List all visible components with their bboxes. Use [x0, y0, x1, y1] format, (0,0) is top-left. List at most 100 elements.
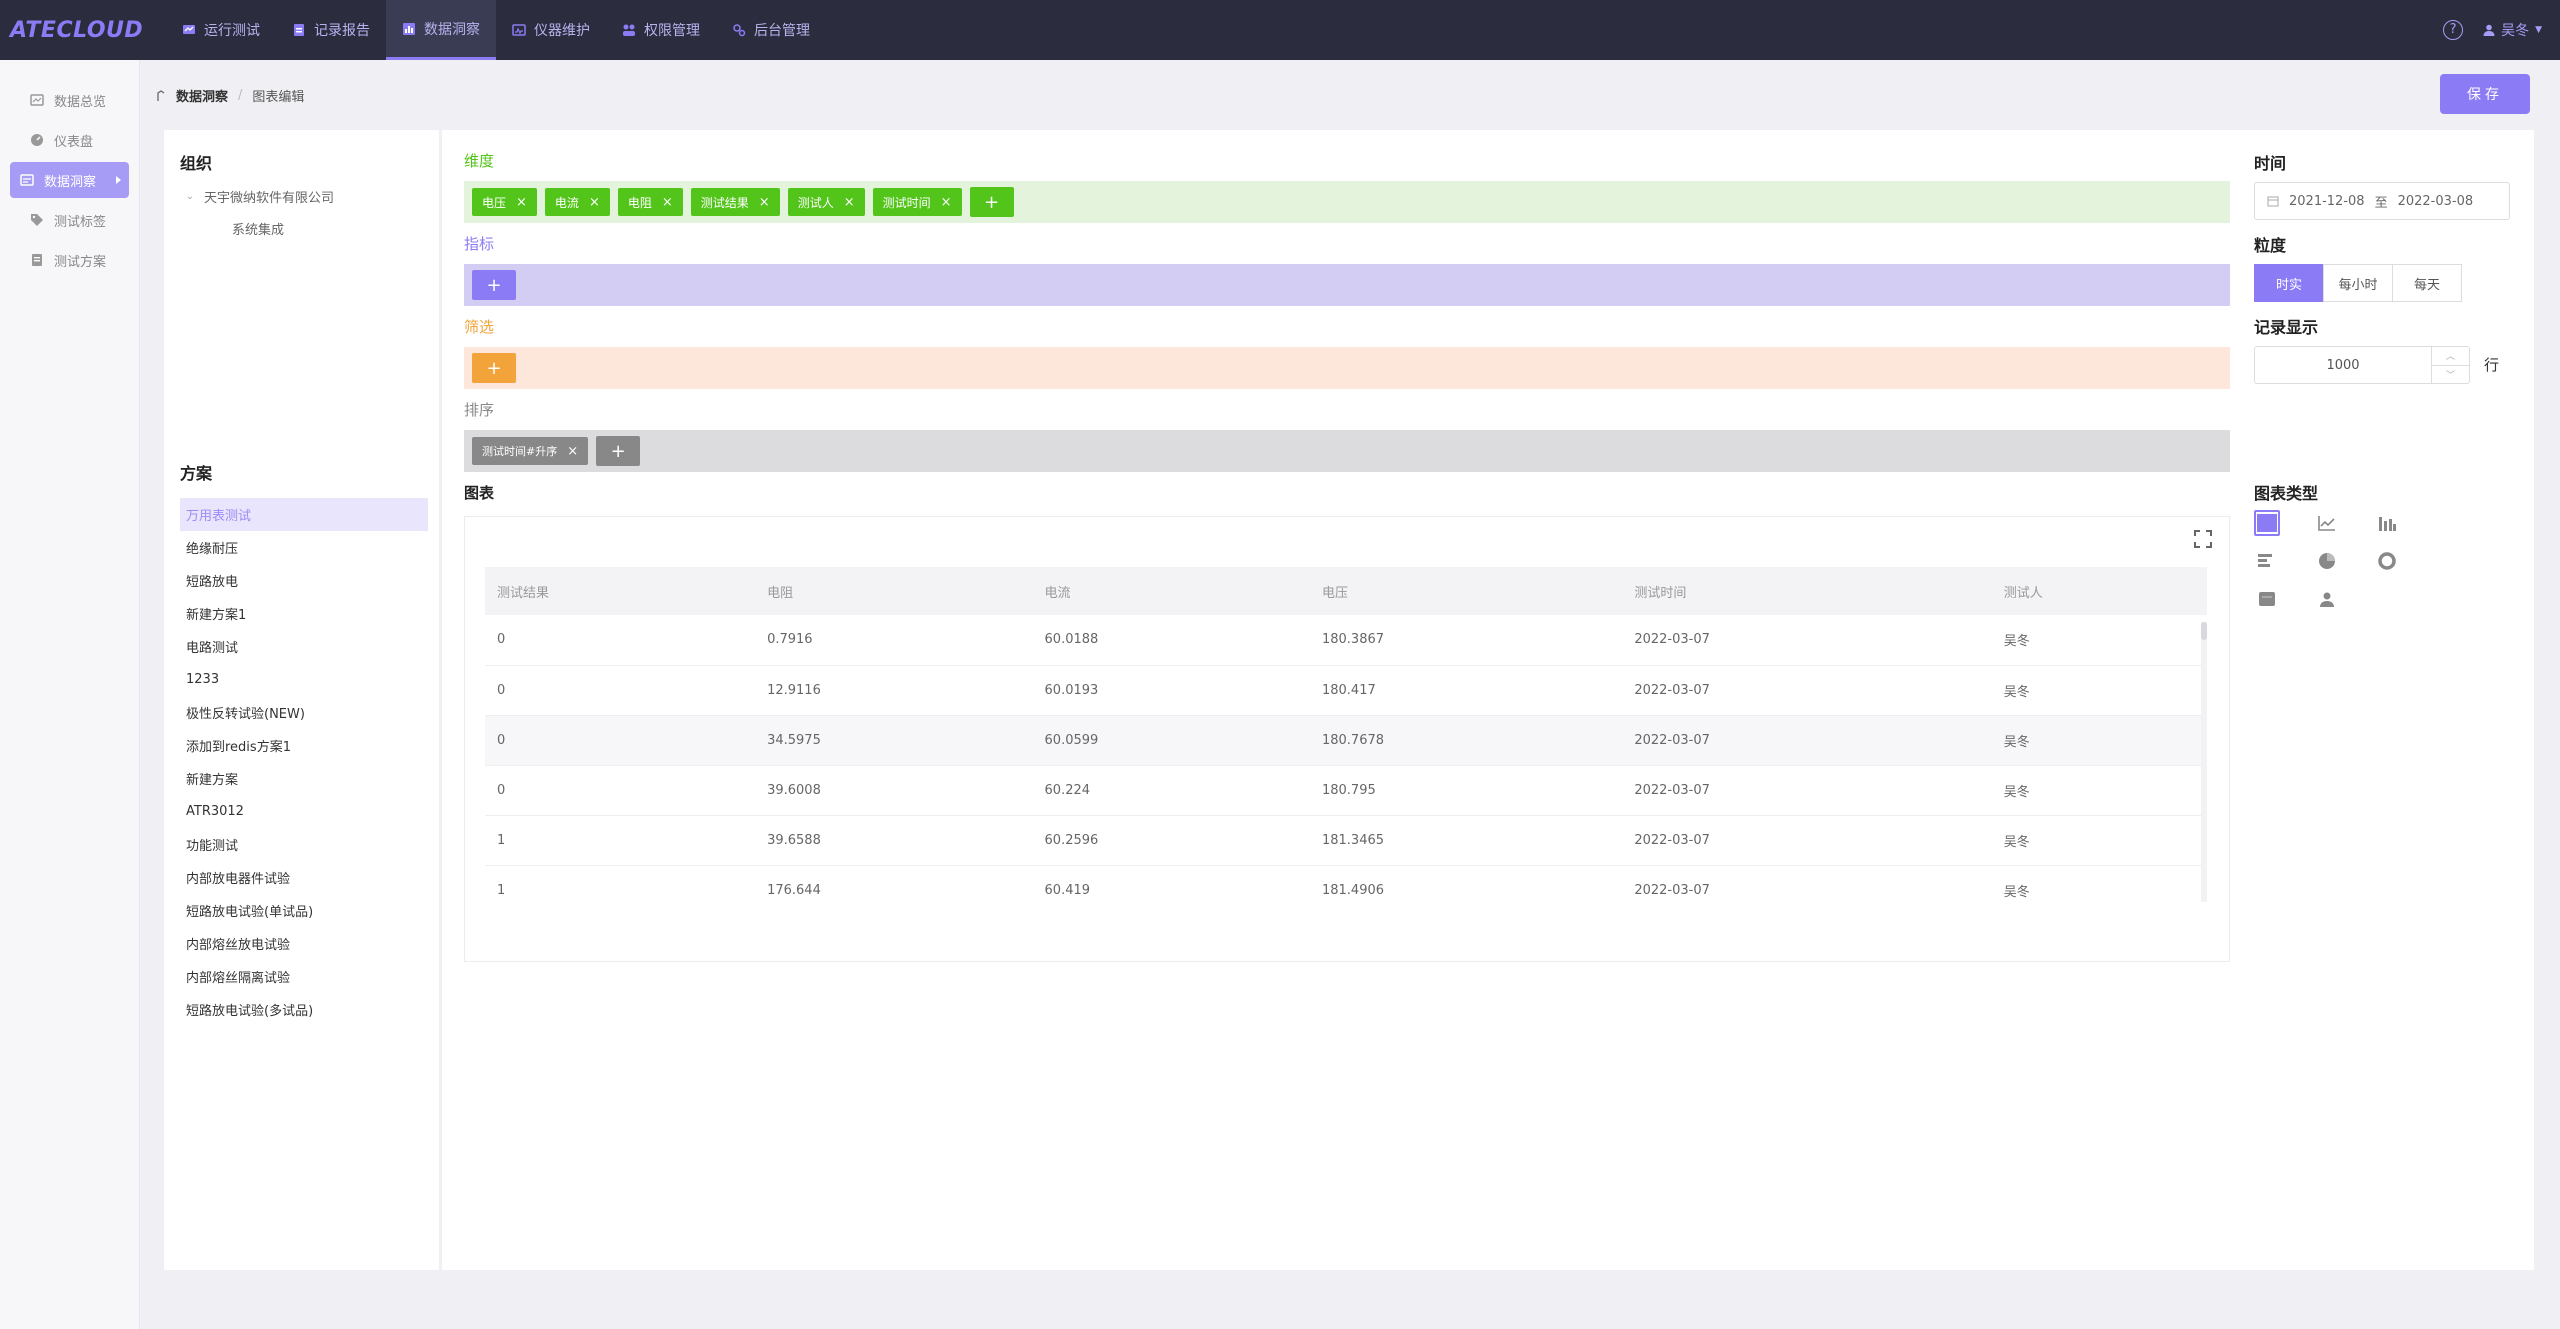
- app-logo[interactable]: ATECLOUD: [10, 17, 144, 43]
- donut-chart-icon[interactable]: [2374, 548, 2400, 574]
- granularity-option[interactable]: 每天: [2392, 264, 2462, 302]
- dimension-chip[interactable]: 测试时间 ×: [872, 188, 962, 216]
- table-row: 0 34.5975 60.0599 180.7678 2022-03-07 吴冬: [485, 715, 2207, 766]
- list-item[interactable]: 短路放电: [186, 575, 239, 590]
- add-sort-button[interactable]: +: [596, 436, 641, 466]
- column-header[interactable]: 电阻: [755, 567, 1033, 615]
- dimension-chip[interactable]: 电流 ×: [544, 188, 610, 216]
- tag-icon: [31, 214, 43, 226]
- table-cell: 1: [485, 865, 756, 911]
- list-item[interactable]: 新建方案: [186, 773, 239, 788]
- add-dimension-button[interactable]: +: [969, 187, 1014, 217]
- dimension-chip[interactable]: 测试结果 ×: [690, 188, 780, 216]
- dimension-chip[interactable]: 电压 ×: [472, 188, 537, 216]
- person-chart-icon[interactable]: [2314, 586, 2340, 612]
- table-cell: 2022-03-07: [1622, 765, 1992, 816]
- date-range-picker[interactable]: 2021-12-08 至 2022-03-08: [2254, 182, 2510, 220]
- column-header[interactable]: 测试人: [1991, 567, 2207, 615]
- table-cell: 2022-03-07: [1622, 865, 1992, 911]
- pie-chart-icon[interactable]: [2314, 548, 2340, 574]
- list-item[interactable]: 极性反转试验(NEW): [186, 707, 305, 722]
- granularity-option[interactable]: 每小时: [2323, 264, 2393, 302]
- card-chart-icon[interactable]: [2254, 586, 2280, 612]
- table-cell: 39.6588: [755, 815, 1033, 866]
- chevron-down-icon[interactable]: ﹀: [2445, 370, 2455, 381]
- list-item[interactable]: 短路放电试验(单试品): [186, 905, 314, 920]
- list-item[interactable]: 万用表测试: [180, 498, 428, 531]
- close-icon[interactable]: ×: [758, 194, 770, 210]
- user-menu[interactable]: 吴冬 ▼: [2483, 20, 2542, 40]
- nav-item-permission[interactable]: 权限管理: [606, 0, 716, 60]
- granularity-option[interactable]: 时实: [2254, 264, 2324, 302]
- chip-label: 电流: [554, 195, 579, 210]
- close-icon[interactable]: ×: [567, 443, 579, 459]
- help-icon[interactable]: ?: [2443, 20, 2464, 40]
- chevron-up-icon[interactable]: ︿: [2432, 347, 2469, 366]
- table-cell: 0: [485, 615, 756, 666]
- table-chart-icon[interactable]: [2254, 510, 2280, 536]
- table-scrollbar[interactable]: [2201, 622, 2207, 902]
- dimension-chip[interactable]: 测试人 ×: [787, 188, 865, 216]
- plan-list: 万用表测试 绝缘耐压 短路放电 新建方案1 电路测试 1233 极性反转试验(N…: [180, 498, 428, 1026]
- sidebar-item-dashboard[interactable]: 仪表盘: [10, 122, 129, 158]
- scrollbar-thumb[interactable]: [2201, 622, 2207, 640]
- list-item[interactable]: 短路放电试验(多试品): [186, 1004, 314, 1019]
- metric-label: 指标: [464, 235, 495, 253]
- list-item[interactable]: 1233: [186, 672, 220, 687]
- column-header[interactable]: 电流: [1032, 567, 1310, 615]
- center-editor: 维度 电压 × 电流 × 电阻 × 测试结果 × 测试人 × 测试时间 × + 指标 + 筛…: [464, 130, 2230, 1270]
- list-item[interactable]: 内部熔丝放电试验: [186, 938, 291, 953]
- sort-chip[interactable]: 测试时间#升序 ×: [472, 437, 589, 465]
- column-header[interactable]: 电压: [1309, 567, 1623, 615]
- list-item[interactable]: 添加到redis方案1: [186, 740, 291, 755]
- caret-down-icon[interactable]: ⌄: [185, 190, 195, 202]
- tree-node-child[interactable]: 系统集成: [180, 212, 334, 244]
- sidebar-item-overview[interactable]: 数据总览: [10, 82, 129, 118]
- save-button[interactable]: 保存: [2440, 74, 2530, 114]
- bar-chart-icon[interactable]: [2374, 510, 2400, 536]
- fullscreen-icon[interactable]: [2193, 529, 2213, 549]
- list-item[interactable]: 绝缘耐压: [186, 542, 239, 557]
- breadcrumb-root[interactable]: 数据洞察: [176, 90, 229, 105]
- nav-item-run-test[interactable]: 运行测试: [166, 0, 276, 60]
- left-sidebar: 数据总览 仪表盘 数据洞察 测试标签 测试方案: [0, 60, 140, 1329]
- table-row: 1 176.644 60.419 181.4906 2022-03-07 吴冬: [485, 865, 2207, 911]
- sidebar-item-test-tags[interactable]: 测试标签: [10, 202, 129, 238]
- breadcrumb-current: 图表编辑: [252, 90, 305, 105]
- line-chart-icon[interactable]: [2314, 510, 2340, 536]
- sidebar-item-data-insight[interactable]: 数据洞察: [10, 162, 129, 198]
- close-icon[interactable]: ×: [661, 194, 673, 210]
- add-filter-button[interactable]: +: [472, 353, 516, 383]
- column-header[interactable]: 测试结果: [485, 567, 756, 615]
- close-icon[interactable]: ×: [843, 194, 855, 210]
- records-stepper[interactable]: 1000 ︿ ﹀: [2254, 346, 2470, 384]
- horizontal-bar-icon[interactable]: [2254, 548, 2280, 574]
- column-header[interactable]: 测试时间: [1622, 567, 1992, 615]
- nav-item-data-insight[interactable]: 数据洞察: [386, 0, 496, 60]
- sidebar-item-test-plans[interactable]: 测试方案: [10, 242, 129, 278]
- list-item[interactable]: 功能测试: [186, 839, 239, 854]
- list-item[interactable]: 内部放电器件试验: [186, 872, 291, 887]
- nav-label: 仪器维护: [534, 23, 590, 39]
- dimension-chip[interactable]: 电阻 ×: [617, 188, 683, 216]
- close-icon[interactable]: ×: [516, 194, 527, 210]
- add-metric-button[interactable]: +: [472, 270, 516, 300]
- list-item[interactable]: 电路测试: [186, 641, 239, 656]
- date-end[interactable]: 2022-03-08: [2397, 193, 2474, 209]
- nav-item-instrument[interactable]: 仪器维护: [496, 0, 606, 60]
- nav-item-admin[interactable]: 后台管理: [716, 0, 826, 60]
- org-tree: ⌄ 天宇微纳软件有限公司 系统集成: [180, 180, 334, 244]
- records-value[interactable]: 1000: [2326, 357, 2360, 373]
- list-item[interactable]: 新建方案1: [186, 608, 247, 623]
- sidebar-item-label: 仪表盘: [54, 134, 94, 150]
- nav-label: 后台管理: [754, 23, 810, 39]
- back-icon[interactable]: [156, 89, 166, 102]
- close-icon[interactable]: ×: [940, 194, 952, 210]
- nav-item-records[interactable]: 记录报告: [276, 0, 386, 60]
- tree-node-company[interactable]: ⌄ 天宇微纳软件有限公司: [180, 180, 334, 212]
- date-start[interactable]: 2021-12-08: [2289, 193, 2365, 209]
- list-item[interactable]: 内部熔丝隔离试验: [186, 971, 291, 986]
- close-icon[interactable]: ×: [588, 194, 600, 210]
- list-item[interactable]: ATR3012: [186, 804, 244, 819]
- left-panel: 组织 ⌄ 天宇微纳软件有限公司 系统集成 方案 万用表测试 绝缘耐压 短路放电 …: [164, 130, 442, 1270]
